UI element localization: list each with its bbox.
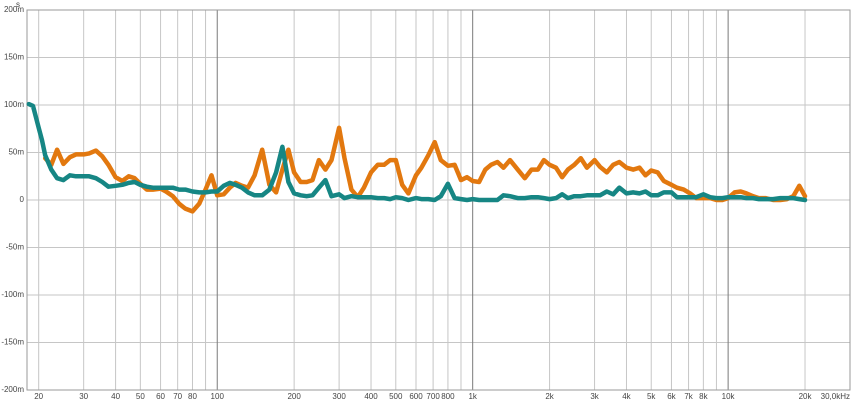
y-tick-label: -200m [1,385,24,394]
y-tick-label: 0 [20,195,25,204]
x-tick-label: 50 [136,392,145,401]
y-tick-label: 50m [8,148,24,157]
y-tick-label: 200m [4,5,24,14]
x-tick-label: 6k [667,392,676,401]
x-tick-label: 4k [622,392,631,401]
x-tick-label: 20 [34,392,43,401]
x-tick-label: 700 [426,392,440,401]
x-tick-label: 60 [156,392,165,401]
x-tick-label: 30 [79,392,88,401]
x-tick-label: 200 [287,392,301,401]
plot-frame [26,9,851,391]
x-tick-label: 80 [188,392,197,401]
x-tick-label: 500 [389,392,403,401]
y-tick-label: 150m [4,53,24,62]
x-tick-label: 1k [468,392,477,401]
x-tick-label: 800 [441,392,455,401]
y-tick-label: -150m [1,338,24,347]
x-tick-label: 3k [590,392,599,401]
x-tick-label: 10k [722,392,736,401]
x-tick-label: 30,0kHz [821,392,850,401]
x-tick-label: 40 [111,392,120,401]
x-tick-label: 5k [647,392,656,401]
x-tick-label: 8k [699,392,708,401]
x-tick-label: 300 [332,392,346,401]
x-tick-label: 7k [684,392,693,401]
y-tick-label: -100m [1,290,24,299]
y-tick-label: 100m [4,100,24,109]
x-tick-label: 400 [364,392,378,401]
x-tick-label: 70 [173,392,182,401]
x-tick-label: 100 [211,392,225,401]
data-line [42,125,808,214]
x-tick-label: 20k [799,392,813,401]
y-unit: s [16,0,20,9]
x-tick-label: 600 [409,392,423,401]
data-line [26,101,808,203]
y-tick-label: -50m [6,243,25,252]
x-tick-label: 2k [545,392,554,401]
